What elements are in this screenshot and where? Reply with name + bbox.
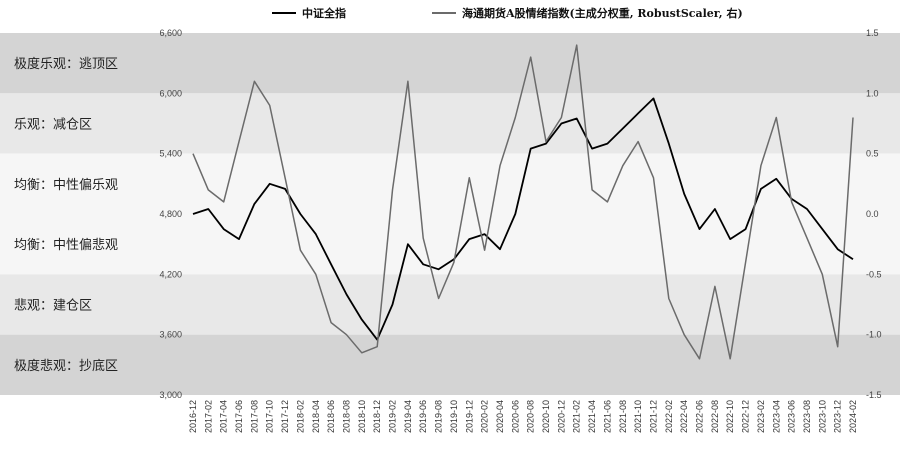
band-5 (0, 334, 900, 395)
right-tick-3: 0.0 (866, 209, 879, 219)
x-tick-19: 2020-02 (480, 400, 490, 433)
x-tick-33: 2022-06 (695, 400, 705, 433)
x-tick-36: 2022-12 (741, 400, 751, 433)
band-labels: 极度乐观：逃顶区乐观：减仓区均衡：中性偏乐观均衡：中性偏悲观悲观：建仓区极度悲观… (14, 56, 118, 374)
x-tick-8: 2018-04 (311, 400, 321, 433)
right-tick-1: -1.0 (866, 330, 882, 340)
left-tick-2: 4,200 (159, 269, 182, 279)
band-label-2: 均衡：中性偏乐观 (14, 178, 118, 193)
left-tick-0: 3,000 (159, 390, 182, 400)
x-tick-39: 2023-06 (787, 400, 797, 433)
x-tick-35: 2022-10 (725, 400, 735, 433)
band-label-1: 乐观：减仓区 (14, 118, 92, 133)
left-tick-1: 3,600 (159, 330, 182, 340)
band-label-5: 极度悲观：抄底区 (14, 358, 118, 374)
legend-label-1: 海通期货A股情绪指数(主成分权重, RobustScaler, 右) (462, 6, 743, 20)
right-tick-0: -1.5 (866, 390, 882, 400)
x-tick-11: 2018-10 (357, 400, 367, 433)
x-tick-3: 2017-06 (234, 400, 244, 433)
x-tick-41: 2023-10 (817, 400, 827, 433)
x-tick-37: 2023-02 (756, 400, 766, 433)
x-tick-28: 2021-08 (618, 400, 628, 433)
series-lines (192, 44, 854, 360)
x-tick-4: 2017-08 (249, 400, 259, 433)
x-tick-10: 2018-08 (341, 400, 351, 433)
band-4 (0, 274, 900, 335)
band-label-0: 极度乐观：逃顶区 (14, 56, 118, 72)
x-tick-18: 2019-12 (464, 400, 474, 433)
x-tick-16: 2019-08 (434, 400, 444, 433)
band-0 (0, 33, 900, 94)
right-axis-ticks: -1.5 -1.0 -0.5 0.0 0.5 1.0 1.5 (866, 28, 882, 400)
x-tick-0: 2016-12 (188, 400, 198, 433)
x-tick-30: 2021-12 (648, 400, 658, 433)
left-tick-4: 5,400 (159, 149, 182, 159)
x-tick-21: 2020-06 (510, 400, 520, 433)
x-tick-25: 2021-02 (572, 400, 582, 433)
right-tick-6: 1.5 (866, 28, 879, 38)
x-tick-7: 2018-02 (295, 400, 305, 433)
x-tick-12: 2018-12 (372, 400, 382, 433)
x-tick-43: 2024-02 (848, 400, 858, 433)
left-axis-ticks: 3,000 3,600 4,200 4,800 5,400 6,000 6,600 (159, 28, 182, 400)
x-tick-23: 2020-10 (541, 400, 551, 433)
x-tick-13: 2019-02 (388, 400, 398, 433)
left-tick-3: 4,800 (159, 209, 182, 219)
x-tick-24: 2020-12 (556, 400, 566, 433)
x-tick-20: 2020-04 (495, 400, 505, 433)
band-2 (0, 153, 900, 214)
right-tick-5: 1.0 (866, 88, 879, 98)
right-tick-4: 0.5 (866, 149, 879, 159)
legend-label-0: 中证全指 (302, 6, 346, 20)
x-tick-14: 2019-04 (403, 400, 413, 433)
left-tick-5: 6,000 (159, 88, 182, 98)
right-tick-2: -0.5 (866, 269, 882, 279)
x-tick-17: 2019-10 (449, 400, 459, 433)
x-tick-32: 2022-04 (679, 400, 689, 433)
x-tick-27: 2021-06 (602, 400, 612, 433)
x-tick-6: 2017-12 (280, 400, 290, 433)
legend: 中证全指 海通期货A股情绪指数(主成分权重, RobustScaler, 右) (272, 6, 743, 20)
x-tick-1: 2017-02 (203, 400, 213, 433)
x-tick-26: 2021-04 (587, 400, 597, 433)
band-1 (0, 93, 900, 154)
left-tick-6: 6,600 (159, 28, 182, 38)
x-tick-15: 2019-06 (418, 400, 428, 433)
band-label-4: 悲观：建仓区 (14, 298, 92, 314)
x-tick-29: 2021-10 (633, 400, 643, 433)
x-tick-31: 2022-02 (664, 400, 674, 433)
x-tick-5: 2017-10 (265, 400, 275, 433)
x-tick-40: 2023-08 (802, 400, 812, 433)
x-axis-ticks: 2016-12 2017-02 2017-04 2017-06 2017-08 2017-… (188, 400, 858, 433)
sentiment-bands (0, 33, 900, 395)
x-tick-38: 2023-04 (771, 400, 781, 433)
x-tick-34: 2022-08 (710, 400, 720, 433)
x-tick-22: 2020-08 (526, 400, 536, 433)
band-label-3: 均衡：中性偏悲观 (14, 237, 118, 253)
band-3 (0, 214, 900, 275)
x-tick-42: 2023-12 (833, 400, 843, 433)
series-line-1 (192, 44, 854, 360)
series-line-0 (192, 97, 854, 341)
x-tick-2: 2017-04 (219, 400, 229, 433)
x-tick-9: 2018-06 (326, 400, 336, 433)
